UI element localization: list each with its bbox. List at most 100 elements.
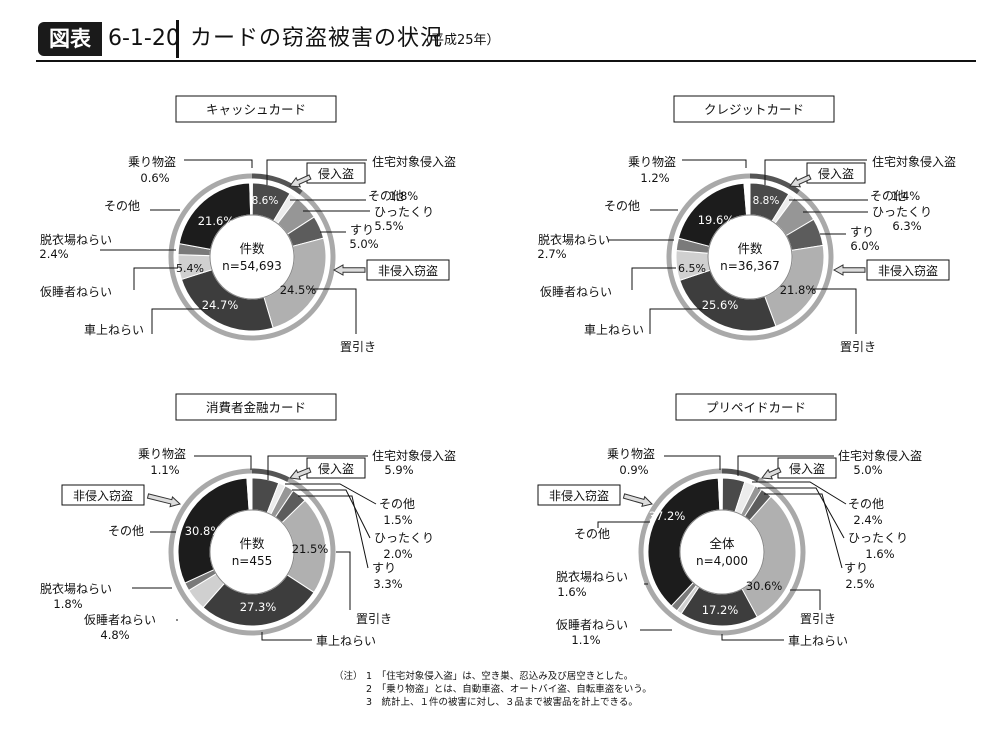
slice-value-6: 24.7% bbox=[202, 298, 239, 312]
slice-value-3: 2.0% bbox=[383, 547, 412, 561]
invasion-arrow bbox=[761, 467, 782, 480]
chart-title: キャッシュカード bbox=[206, 102, 306, 117]
slice-value-1: 8.6% bbox=[252, 195, 279, 207]
invasion-group-label: 侵入盗 bbox=[306, 162, 366, 184]
leader-line bbox=[336, 551, 351, 610]
chart-title-box: キャッシュカード bbox=[175, 95, 337, 123]
slice-value-7: 5.4% bbox=[176, 262, 204, 275]
notes: （注） 1 「住宅対象侵入盗」は、空き巣、忍込み及び居空きとした。 2 「乗り物盗… bbox=[334, 670, 652, 709]
leader-line bbox=[184, 159, 253, 168]
slice-value-9: 19.6% bbox=[698, 213, 735, 227]
center-value: n=4,000 bbox=[696, 554, 748, 568]
slice-value-6: 17.2% bbox=[702, 603, 739, 617]
slice-value-5: 21.8% bbox=[780, 283, 817, 297]
slice-value-7: 1.1% bbox=[571, 633, 600, 647]
slice-label-5: 置引き bbox=[800, 612, 836, 626]
slice-label-5: 置引き bbox=[356, 612, 392, 626]
note-line-2: 2 「乗り物盗」とは、自動車盗、オートバイ盗、自転車盗をいう。 bbox=[334, 683, 652, 696]
non-invasion-group-label: 非侵入窃盗 bbox=[537, 484, 621, 506]
non-invasion-arrow bbox=[832, 264, 866, 276]
slice-label-1: 住宅対象侵入盗 bbox=[872, 154, 956, 169]
chart-title: クレジットカード bbox=[704, 102, 804, 117]
chart-title-frame bbox=[175, 393, 337, 421]
slice-label-5: 置引き bbox=[340, 340, 376, 354]
slice-value-8: 1.6% bbox=[557, 585, 586, 599]
non-invasion-group-label-frame bbox=[61, 484, 145, 506]
non-invasion-group-label-text: 非侵入窃盗 bbox=[378, 263, 438, 278]
invasion-arrow bbox=[289, 467, 312, 480]
leader-line bbox=[664, 455, 721, 470]
non-invasion-group-label-text: 非侵入窃盗 bbox=[549, 488, 609, 503]
center-label: 件数 bbox=[239, 536, 265, 551]
slice-label-7: 仮睡者ねらい bbox=[556, 618, 628, 632]
center-value: n=455 bbox=[232, 554, 273, 568]
invasion-group-label-text: 侵入盗 bbox=[318, 166, 354, 181]
non-invasion-group-label-frame bbox=[537, 484, 621, 506]
slice-label-10: 乗り物盗 bbox=[128, 154, 176, 169]
slice-value-3: 1.6% bbox=[865, 547, 894, 561]
slice-value-1: 5.0% bbox=[853, 463, 882, 477]
invasion-group-label: 侵入盗 bbox=[806, 162, 866, 184]
slice-label-10: 乗り物盗 bbox=[138, 446, 186, 461]
leader-line bbox=[151, 308, 210, 334]
non-invasion-group-label: 非侵入窃盗 bbox=[866, 259, 950, 281]
slice-value-1: 5.9% bbox=[384, 463, 413, 477]
chart-title-frame bbox=[673, 95, 835, 123]
invasion-group-label-frame bbox=[306, 457, 366, 479]
leader-line bbox=[285, 483, 377, 505]
non-invasion-arrow bbox=[332, 264, 366, 276]
leader-line bbox=[649, 308, 708, 334]
slice-label-6: 車上ねらい bbox=[316, 634, 376, 648]
chart-title: プリペイドカード bbox=[706, 400, 806, 415]
slice-label-7: 仮睡者ねらい bbox=[84, 613, 156, 627]
slice-value-5: 21.5% bbox=[292, 542, 329, 556]
slice-label-2: その他 bbox=[848, 497, 884, 511]
invasion-group-label-text: 侵入盗 bbox=[318, 461, 354, 476]
slice-label-4: すり bbox=[372, 561, 396, 575]
leader-line bbox=[790, 589, 821, 610]
invasion-arrow bbox=[289, 174, 312, 188]
center-label: 全体 bbox=[709, 536, 735, 551]
slice-label-9: その他 bbox=[104, 199, 140, 213]
chart-title-box: 消費者金融カード bbox=[175, 393, 337, 421]
slice-value-2: 1.8% bbox=[389, 189, 418, 203]
slice-label-4: すり bbox=[850, 225, 874, 239]
invasion-ring bbox=[721, 468, 760, 482]
leader-line bbox=[266, 159, 367, 185]
slice-value-4: 5.0% bbox=[349, 237, 378, 251]
slice-value-3: 5.5% bbox=[374, 219, 403, 233]
non-invasion-group-label: 非侵入窃盗 bbox=[366, 259, 450, 281]
slice-value-2: 2.4% bbox=[853, 513, 882, 527]
slice-value-7: 6.5% bbox=[678, 262, 706, 275]
slice-value-7: 4.8% bbox=[100, 628, 129, 642]
slice-label-3: ひったくり bbox=[848, 531, 908, 545]
non-invasion-ring bbox=[168, 468, 336, 636]
non-invasion-ring bbox=[666, 173, 834, 341]
slice-label-6: 車上ねらい bbox=[84, 323, 144, 337]
center-label: 件数 bbox=[737, 241, 763, 256]
leader-line bbox=[721, 634, 784, 641]
slice-value-8: 2.7% bbox=[537, 247, 566, 261]
slice-value-8: 1.8% bbox=[53, 597, 82, 611]
chart-title-frame bbox=[675, 393, 837, 421]
non-invasion-group-label-frame bbox=[866, 259, 950, 281]
slice-value-9: 30.8% bbox=[185, 524, 222, 538]
leader-line bbox=[631, 267, 676, 290]
slice-label-7: 仮睡者ねらい bbox=[40, 285, 112, 299]
slice-value-4: 6.0% bbox=[850, 239, 879, 253]
slice-value-9: 37.2% bbox=[649, 509, 686, 523]
slice-label-2: その他 bbox=[870, 189, 906, 203]
leader-line bbox=[764, 159, 867, 185]
chart-title-box: プリペイドカード bbox=[675, 393, 837, 421]
donut-hole bbox=[679, 509, 765, 595]
invasion-ring bbox=[749, 173, 800, 195]
invasion-group-label: 侵入盗 bbox=[306, 457, 366, 479]
slice-value-8: 2.4% bbox=[39, 247, 68, 261]
leader-line bbox=[597, 521, 650, 528]
slice-value-10: 0.9% bbox=[619, 463, 648, 477]
slice-value-5: 30.6% bbox=[746, 579, 783, 593]
slice-label-7: 仮睡者ねらい bbox=[540, 285, 612, 299]
